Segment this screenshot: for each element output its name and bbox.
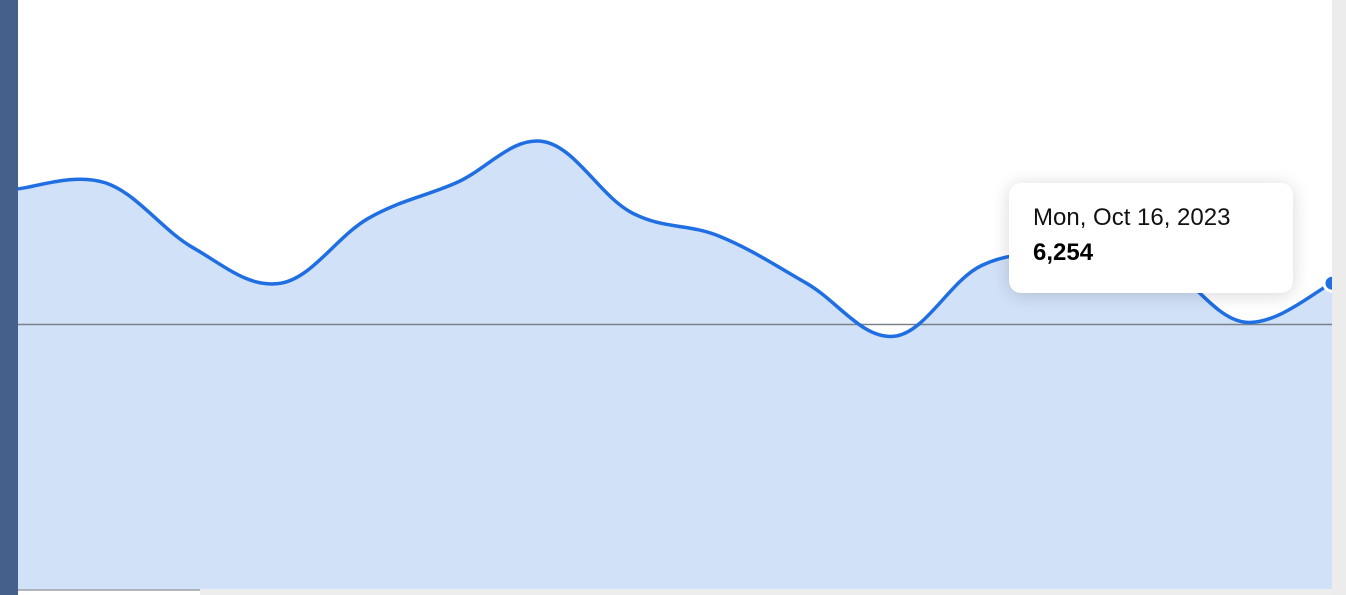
bottom-scrollbar-track bbox=[200, 589, 1332, 595]
series-area bbox=[18, 141, 1332, 590]
left-edge-bar bbox=[0, 0, 18, 595]
chart-tooltip: Mon, Oct 16, 2023 6,254 bbox=[1009, 183, 1293, 293]
tooltip-date: Mon, Oct 16, 2023 bbox=[1033, 204, 1231, 231]
tooltip-value: 6,254 bbox=[1033, 239, 1094, 266]
right-edge-strip bbox=[1332, 0, 1346, 595]
